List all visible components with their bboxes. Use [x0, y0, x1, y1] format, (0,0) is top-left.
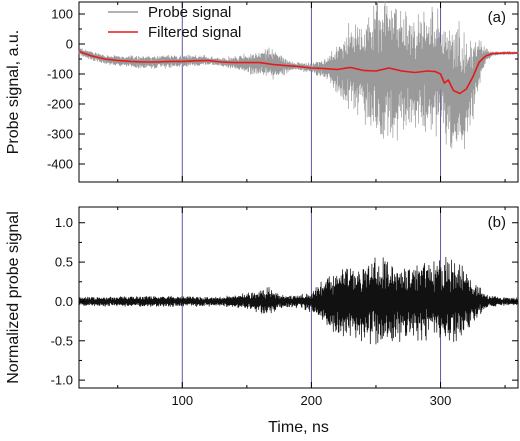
- y-tick-label: 0.5: [55, 255, 73, 270]
- y-axis-label-a: Probe signal, a.u.: [5, 30, 22, 155]
- y-axis-label-b: Normalized probe signal: [5, 211, 22, 384]
- y-tick-label: -400: [47, 157, 73, 172]
- filtered-signal-series: [78, 50, 518, 95]
- legend: Probe signal Filtered signal: [108, 4, 241, 41]
- plot-frame-a: [78, 1, 519, 183]
- panel-label-b: (b): [488, 214, 506, 231]
- x-ticks-a: [117, 2, 506, 182]
- y-tick-label: -100: [47, 67, 73, 82]
- y-tick-label: 0: [66, 37, 73, 52]
- y-tick-label: 100: [51, 7, 73, 22]
- y-tick-label: -300: [47, 127, 73, 142]
- y-tick-label: 0.0: [55, 294, 73, 309]
- series-line: [78, 50, 518, 95]
- y-ticks-a: 100 0 -100 -200 -300 -400: [47, 7, 518, 172]
- series-line: [78, 1, 519, 150]
- panel-b: 1.0 0.5 0.0 -0.5 -1.0 100 200 300 (b) Normaliz…: [5, 206, 519, 436]
- probe-signal-series: [78, 1, 519, 150]
- x-tick-label: 300: [430, 393, 452, 408]
- y-tick-label: -0.5: [51, 333, 73, 348]
- panel-label-a: (a): [488, 9, 506, 26]
- y-ticks-b: 1.0 0.5 0.0 -0.5 -1.0: [51, 215, 518, 388]
- y-tick-label: 1.0: [55, 215, 73, 230]
- x-tick-label: 200: [301, 393, 323, 408]
- plot-frame-b: [78, 206, 519, 389]
- y-tick-label: -200: [47, 97, 73, 112]
- x-tick-label: 100: [171, 393, 193, 408]
- x-axis-label: Time, ns: [268, 419, 329, 436]
- x-ticks-b: 100 200 300: [117, 207, 506, 408]
- vertical-lines-a: [181, 2, 442, 182]
- series-line: [78, 256, 519, 345]
- y-tick-label: -1.0: [51, 373, 73, 388]
- legend-label-probe: Probe signal: [148, 4, 231, 21]
- normalized-signal-series: [78, 256, 519, 345]
- legend-label-filtered: Filtered signal: [148, 24, 241, 41]
- panel-a: 100 0 -100 -200 -300 -400 (a) Probe signal, a…: [5, 1, 519, 183]
